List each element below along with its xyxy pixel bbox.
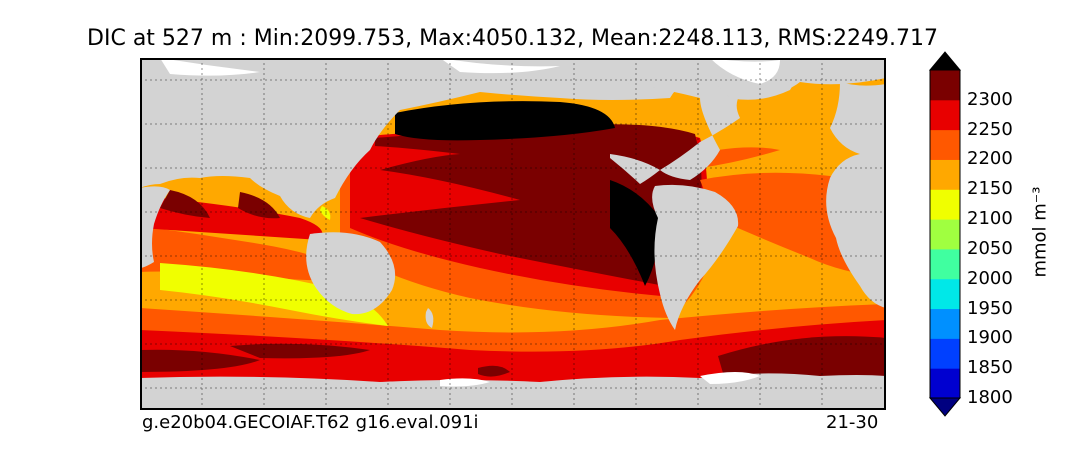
colorbar-tick-label: 1900 (967, 327, 1013, 349)
land-australia (306, 232, 396, 315)
colorbar-segment (930, 248, 960, 280)
ocean-map (140, 58, 886, 410)
colorbar-segment (930, 159, 960, 190)
colorbar-tick-label: 2250 (967, 118, 1013, 140)
land-north-america (560, 58, 886, 180)
ice-greenland (710, 58, 780, 84)
arabian-sea-dark (160, 190, 210, 218)
colorbar-segment (930, 278, 960, 310)
colorbar-tick-label: 2000 (967, 267, 1013, 289)
colorbar-segment (930, 219, 960, 250)
southern-ocean-dark-patch (478, 365, 510, 377)
map-title: DIC at 527 m : Min:2099.753, Max:4050.13… (87, 26, 938, 51)
land-central-america (610, 154, 660, 184)
land-eurasia (140, 58, 886, 218)
bay-of-bengal-dark (238, 192, 280, 219)
ice-arctic-west (160, 58, 260, 76)
east-pacific-black (610, 180, 660, 286)
colorbar (928, 51, 962, 417)
case-name: g.e20b04.GECOIAF.T62 g16.eval.091i (142, 412, 479, 433)
graticule (140, 58, 886, 410)
colorbar-segment (930, 99, 960, 131)
colorbar-tick-label: 1950 (967, 297, 1013, 319)
land-africa (140, 186, 170, 268)
land-south-america (652, 184, 739, 330)
land-europe-africa-east (826, 82, 886, 308)
colorbar-segment (930, 70, 960, 101)
colorbar-segment (930, 308, 960, 339)
colorbar-unit: mmol m⁻³ (1029, 186, 1051, 278)
pacific-dark-band (360, 124, 702, 288)
colorbar-tick-label: 1800 (967, 387, 1013, 408)
colorbar-outline (929, 69, 961, 399)
colorbar-arrow-low (928, 397, 962, 417)
west-pacific-yellow (320, 206, 331, 220)
southern-ocean-dark-west (140, 349, 260, 372)
north-pacific-black (395, 101, 615, 141)
colorbar-tick-label: 2200 (967, 148, 1013, 170)
colorbar-segment (930, 368, 960, 399)
colorbar-segment (930, 338, 960, 369)
southern-ocean-dark-central (230, 343, 370, 359)
colorbar-segment (930, 189, 960, 220)
year-range: 21-30 (826, 412, 879, 433)
colorbar-arrow-high (928, 51, 962, 71)
ice-antarctic-shelf-west (440, 378, 490, 387)
colorbar-tick-label: 2100 (967, 208, 1013, 230)
land-new-zealand (425, 308, 434, 328)
colorbar-tick-label: 2300 (967, 88, 1013, 110)
indian-ocean-yellow-band (160, 263, 388, 326)
ice-antarctic-shelf (700, 372, 760, 384)
colorbar-tick-label: 2150 (967, 178, 1013, 200)
land-antarctica (140, 373, 886, 410)
map-frame (140, 58, 886, 410)
colorbar-tick-label: 2050 (967, 237, 1013, 259)
ice-arctic-central (440, 58, 560, 74)
colorbar-segment (930, 129, 960, 160)
colorbar-tick-label: 1850 (967, 357, 1013, 379)
